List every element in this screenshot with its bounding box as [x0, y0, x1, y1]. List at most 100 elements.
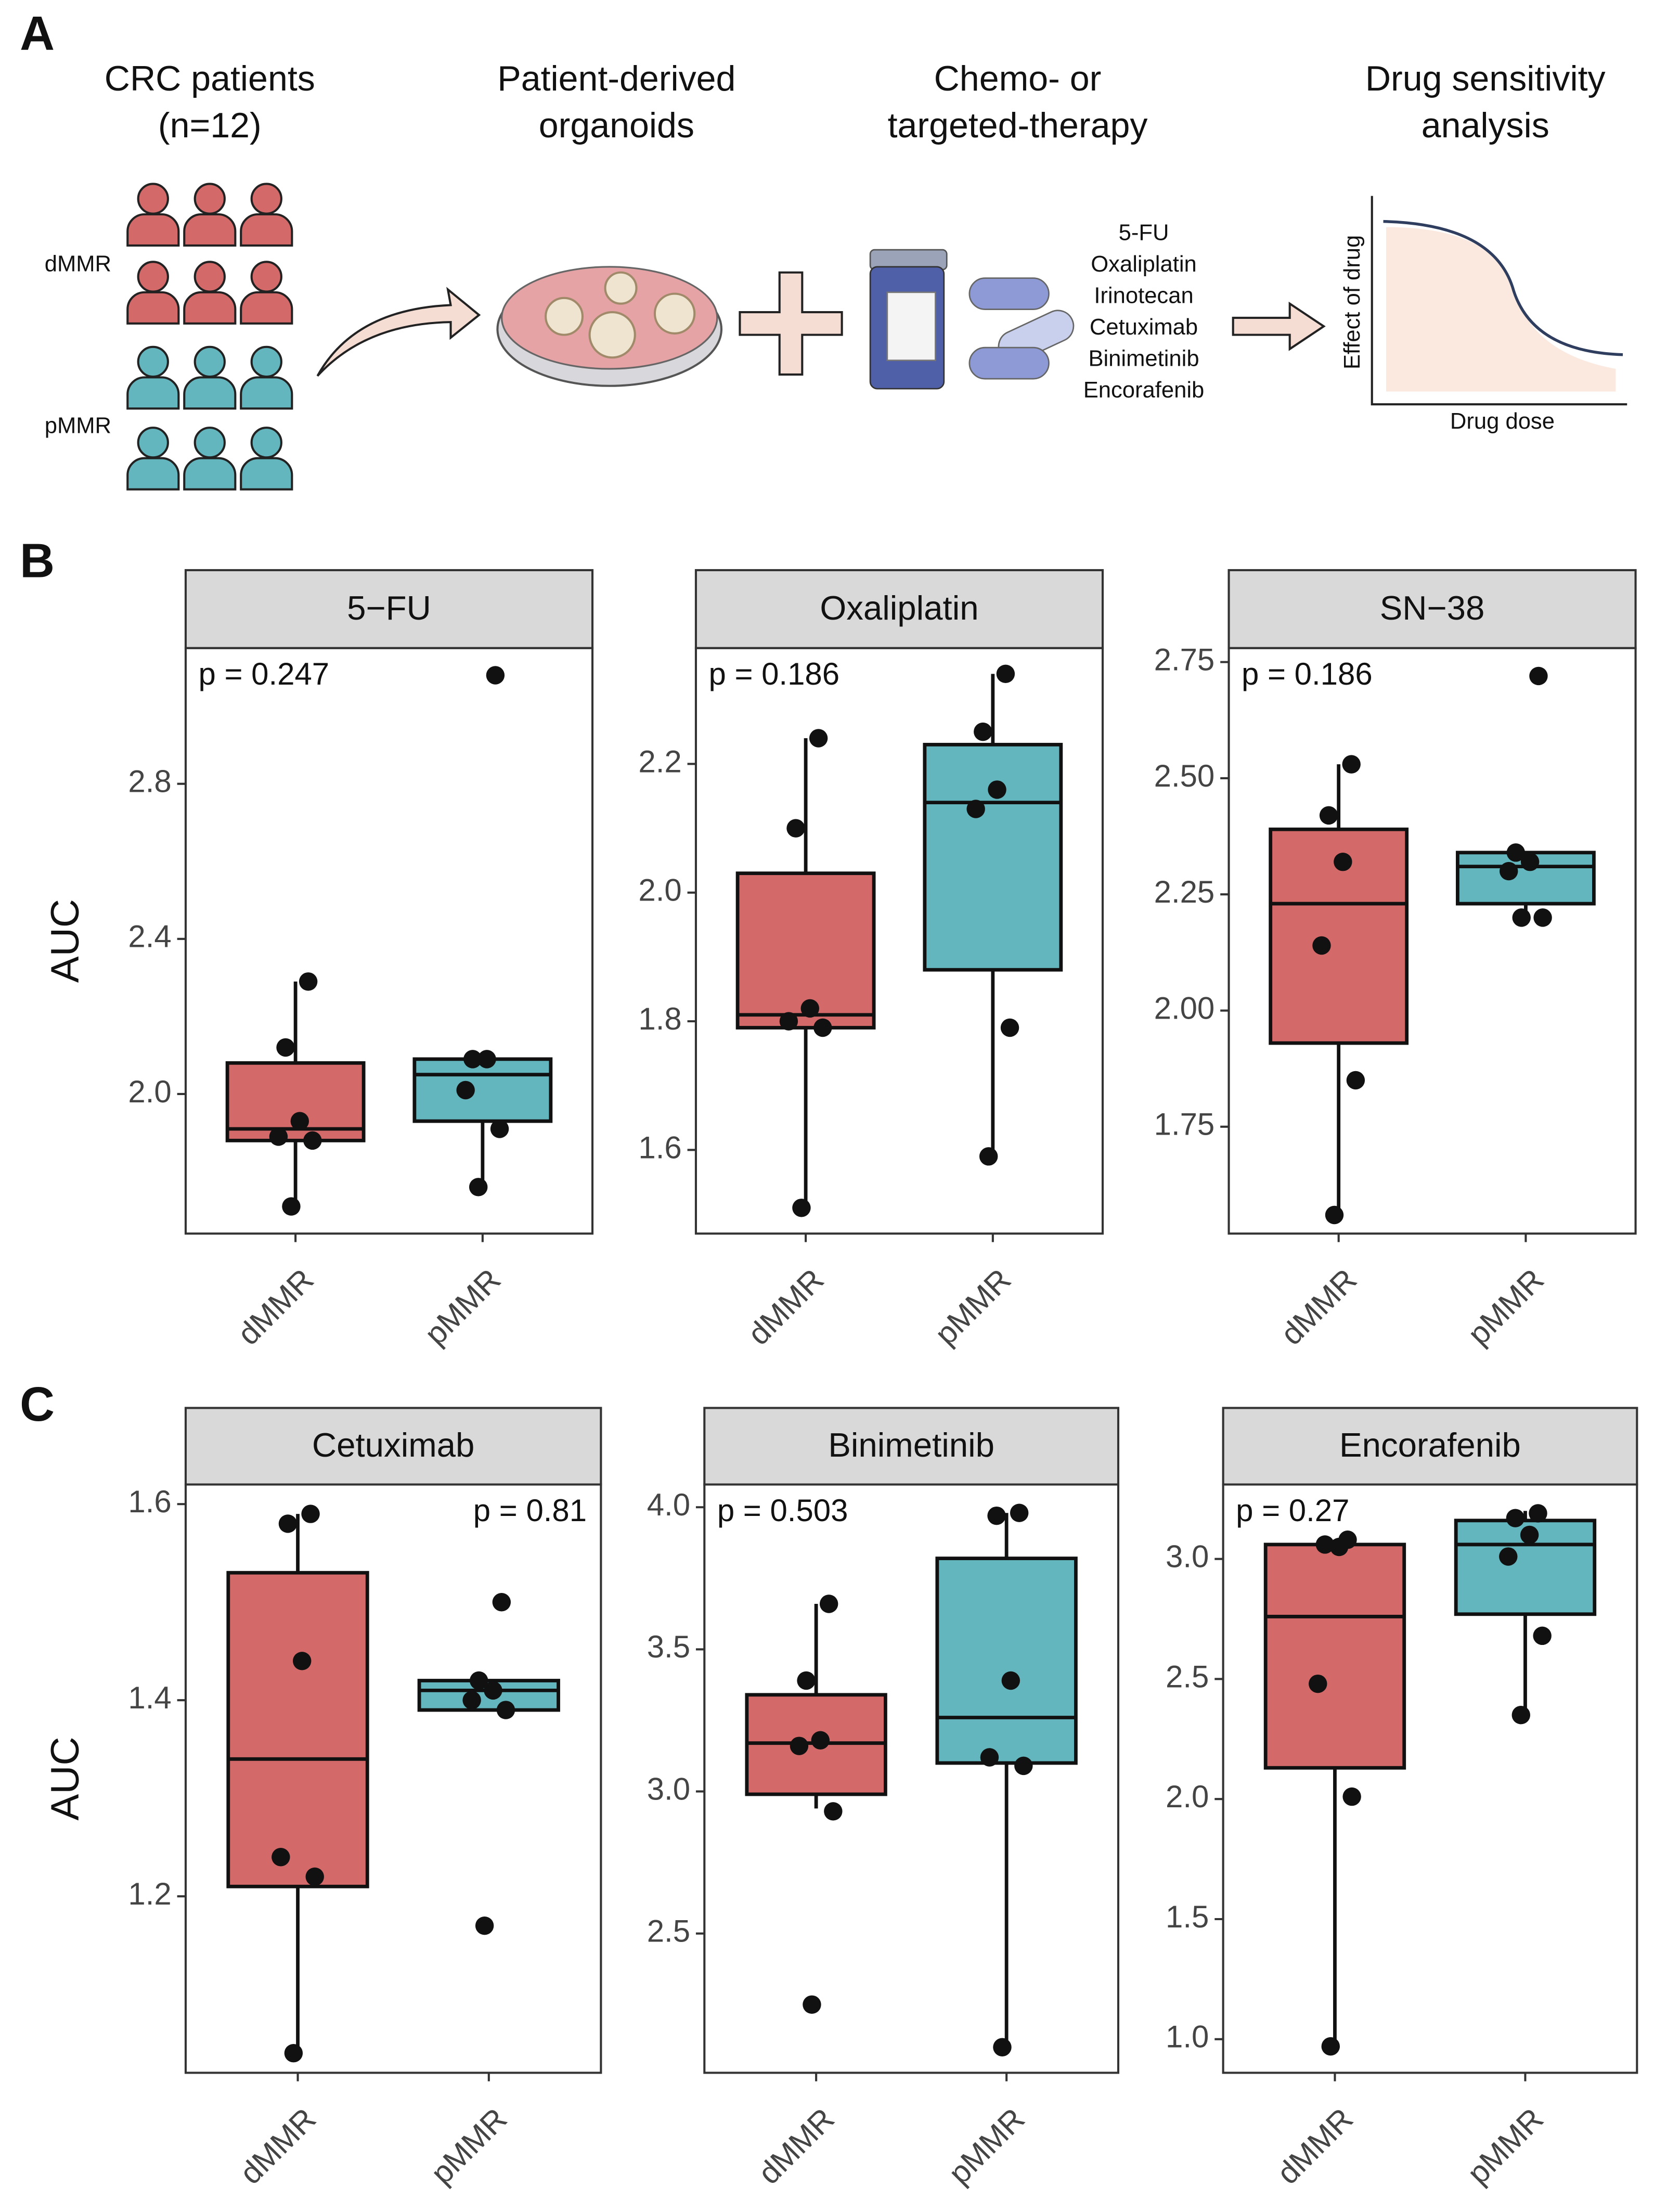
step-title: Drug sensitivity — [1365, 59, 1606, 98]
point — [811, 1731, 830, 1750]
strip-title: Binimetinib — [828, 1426, 994, 1464]
strip-title: 5−FU — [347, 589, 431, 627]
point — [993, 2038, 1012, 2056]
patient-body — [183, 291, 237, 325]
point — [269, 1127, 288, 1146]
p-value: p = 0.247 — [198, 657, 329, 691]
step-title: CRC patients — [105, 59, 315, 98]
point — [980, 1748, 999, 1767]
point — [456, 1081, 475, 1100]
y-tick-label: 2.50 — [1154, 758, 1215, 793]
point — [1499, 1547, 1518, 1566]
point — [492, 1593, 511, 1612]
patient-head — [193, 427, 226, 459]
point — [1312, 936, 1331, 955]
point — [786, 819, 805, 838]
patient-head — [137, 261, 169, 293]
point — [276, 1038, 295, 1057]
point — [809, 729, 828, 748]
patient-head — [137, 183, 169, 215]
patient-body — [183, 213, 237, 247]
point — [1334, 852, 1352, 871]
point — [1001, 1671, 1020, 1690]
point — [484, 1681, 502, 1700]
point — [290, 1112, 309, 1130]
point — [792, 1199, 811, 1217]
point — [469, 1178, 488, 1197]
point — [988, 780, 1006, 799]
step-title: (n=12) — [158, 106, 262, 145]
point — [292, 1652, 312, 1670]
point — [1309, 1674, 1327, 1693]
point — [1511, 1705, 1531, 1725]
point — [496, 1701, 515, 1719]
point — [1319, 806, 1338, 825]
p-value: p = 0.81 — [473, 1493, 587, 1528]
point — [819, 1594, 838, 1613]
curve-axes — [1371, 196, 1627, 406]
y-tick-label: 2.00 — [1154, 991, 1215, 1025]
y-tick-label: 1.8 — [638, 1001, 681, 1036]
point — [1520, 852, 1540, 871]
patient-head — [250, 345, 282, 378]
strip — [184, 569, 594, 649]
patient-head — [193, 345, 226, 378]
point — [1329, 1537, 1349, 1557]
y-tick-label: 2.75 — [1154, 642, 1215, 677]
point — [797, 1671, 816, 1690]
point — [779, 1012, 798, 1031]
panel-label: A — [20, 6, 55, 60]
point — [1520, 1525, 1539, 1545]
point — [272, 1848, 290, 1867]
step-title: organoids — [539, 106, 694, 145]
y-tick-label: 1.2 — [128, 1876, 171, 1911]
patient-body — [183, 457, 237, 491]
drug-name: Irinotecan — [1094, 284, 1193, 308]
group-label: dMMR — [45, 252, 111, 277]
point — [1346, 1071, 1365, 1090]
patient-body — [126, 213, 180, 247]
y-tick-label: 1.4 — [128, 1680, 171, 1715]
organoids — [545, 271, 696, 359]
drug-name: Oxaliplatin — [1091, 252, 1196, 277]
x-tick-label: dMMR — [741, 1262, 831, 1352]
point — [1000, 1018, 1019, 1037]
patient-head — [193, 183, 226, 215]
axis-label: Effect of drug — [1340, 235, 1365, 369]
strip-title: Encorafenib — [1339, 1426, 1521, 1464]
box — [935, 1557, 1078, 1765]
point — [305, 1867, 324, 1886]
pills — [968, 277, 1075, 380]
patient-body — [240, 376, 293, 410]
point — [463, 1050, 482, 1069]
step-title: targeted-therapy — [888, 106, 1148, 145]
y-tick-label: 2.0 — [1166, 1779, 1209, 1814]
y-tick-label: 1.75 — [1154, 1107, 1215, 1142]
patient-body — [183, 376, 237, 410]
x-tick-label: dMMR — [752, 2101, 841, 2191]
panel-label: B — [20, 534, 55, 588]
point — [1529, 666, 1548, 686]
point — [490, 1120, 509, 1138]
y-tick-label: 1.6 — [638, 1130, 681, 1165]
strip-title: Cetuximab — [312, 1426, 474, 1464]
patient-body — [126, 457, 180, 491]
patient-head — [250, 261, 282, 293]
point — [1342, 1787, 1361, 1806]
y-tick-label: 2.0 — [128, 1074, 171, 1109]
point — [1014, 1756, 1033, 1776]
p-value: p = 0.186 — [1242, 657, 1373, 691]
point — [1533, 908, 1552, 927]
x-tick-label: pMMR — [424, 2101, 513, 2191]
step-title: analysis — [1422, 106, 1549, 145]
point — [1500, 861, 1518, 881]
strip — [694, 569, 1104, 649]
box — [226, 1571, 369, 1888]
box — [412, 1057, 553, 1123]
point — [282, 1197, 301, 1216]
step-title: Chemo- or — [934, 59, 1102, 98]
x-tick-label: pMMR — [418, 1262, 507, 1352]
box — [923, 742, 1063, 972]
point — [996, 664, 1015, 684]
